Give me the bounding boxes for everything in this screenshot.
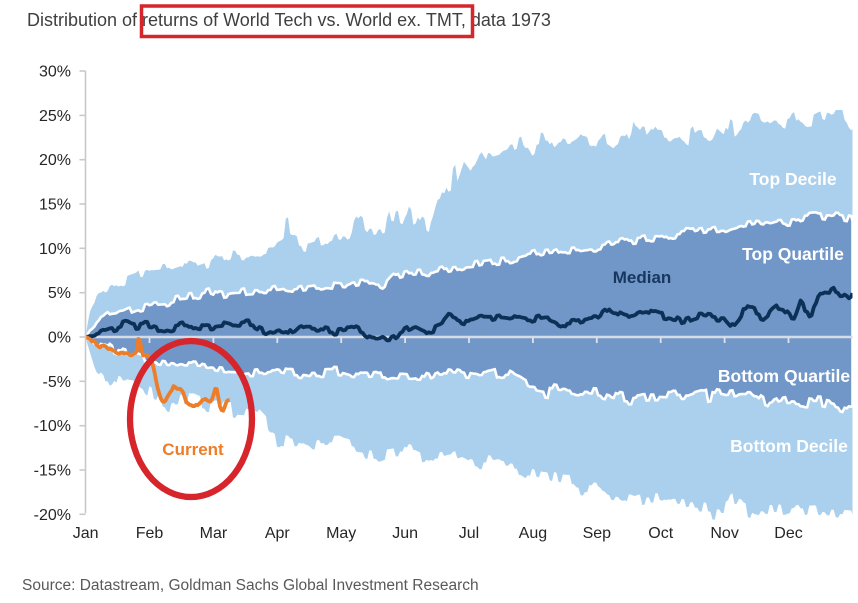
svg-text:Bottom Quartile: Bottom Quartile [718,366,850,386]
svg-text:15%: 15% [39,197,71,214]
svg-text:Top Quartile: Top Quartile [742,244,844,264]
svg-text:Apr: Apr [265,525,291,542]
svg-text:Sep: Sep [583,525,612,542]
svg-text:Aug: Aug [519,525,547,542]
svg-text:-10%: -10% [34,418,71,435]
svg-text:10%: 10% [39,241,71,258]
svg-text:-5%: -5% [43,374,71,391]
svg-text:Current: Current [162,440,224,459]
svg-text:Feb: Feb [136,525,164,542]
svg-text:20%: 20% [39,152,71,169]
svg-text:Median: Median [613,268,672,287]
svg-text:Oct: Oct [648,525,673,542]
svg-text:-15%: -15% [34,463,71,480]
svg-text:-20%: -20% [34,507,71,524]
svg-text:Dec: Dec [774,525,802,542]
svg-text:Top Decile: Top Decile [749,169,836,189]
svg-text:May: May [326,525,356,542]
svg-text:Bottom Decile: Bottom Decile [730,436,848,456]
svg-text:Mar: Mar [200,525,228,542]
svg-text:Jun: Jun [392,525,418,542]
svg-text:Jul: Jul [459,525,479,542]
svg-text:0%: 0% [48,330,71,347]
svg-text:Distribution of returns of Wor: Distribution of returns of World Tech vs… [27,10,551,30]
svg-text:Source: Datastream, Goldman Sa: Source: Datastream, Goldman Sachs Global… [22,577,479,594]
svg-text:30%: 30% [39,64,71,81]
svg-text:Jan: Jan [73,525,99,542]
svg-text:5%: 5% [48,285,71,302]
svg-text:Nov: Nov [710,525,738,542]
svg-text:25%: 25% [39,108,71,125]
